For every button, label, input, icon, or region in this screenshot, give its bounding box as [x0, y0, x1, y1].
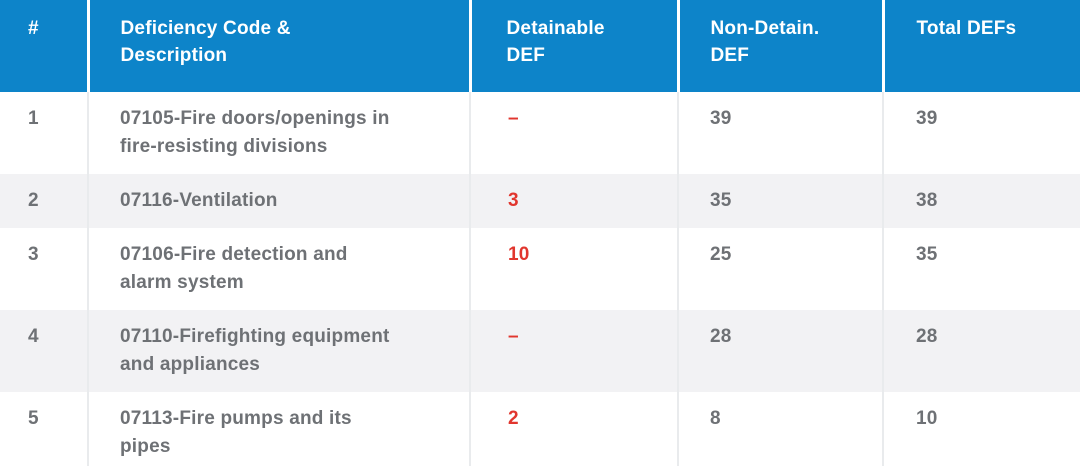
description-cell: 07113-Fire pumps and its pipes: [87, 392, 470, 466]
detainable-cell: –: [469, 92, 678, 174]
total-cell: 10: [882, 392, 1080, 466]
non-detain-cell: 39: [677, 92, 883, 174]
table-row: 2 07116-Ventilation 3 35 38: [0, 174, 1080, 228]
total-cell: 28: [882, 310, 1080, 392]
description-text: 07116-Ventilation: [120, 190, 278, 211]
row-number-cell: 5: [28, 408, 39, 429]
detainable-cell: 3: [469, 174, 678, 228]
description-cell: 07116-Ventilation: [87, 174, 470, 228]
row-number-cell: 4: [28, 326, 39, 347]
description-cell: 07110-Firefighting equipment and applian…: [87, 310, 470, 392]
column-header-number: #: [0, 0, 88, 92]
detainable-cell: 10: [469, 228, 678, 310]
row-number-cell: 1: [28, 108, 39, 129]
total-cell: 35: [882, 228, 1080, 310]
column-header-total: Total DEFs: [881, 0, 1080, 92]
description-text: 07110-Firefighting equipment and applian…: [120, 326, 390, 375]
non-detain-cell: 35: [677, 174, 883, 228]
row-number-cell: 3: [28, 244, 39, 265]
column-header-description: Deficiency Code & Description: [86, 0, 470, 92]
table-header: # Deficiency Code & Description Detainab…: [0, 0, 1080, 92]
total-cell: 39: [882, 92, 1080, 174]
table-row: 4 07110-Firefighting equipment and appli…: [0, 310, 1080, 392]
description-text: 07113-Fire pumps and its pipes: [120, 408, 352, 457]
column-header-detainable: Detainable DEF: [468, 0, 678, 92]
table-row: 5 07113-Fire pumps and its pipes 2 8 10: [0, 392, 1080, 466]
row-number-cell: 2: [28, 190, 39, 211]
non-detain-cell: 8: [677, 392, 883, 466]
header-row: # Deficiency Code & Description Detainab…: [0, 0, 1080, 92]
non-detain-cell: 28: [677, 310, 883, 392]
description-text: 07105-Fire doors/openings in fire-resist…: [120, 108, 390, 157]
detainable-cell: 2: [469, 392, 678, 466]
detainable-cell: –: [469, 310, 678, 392]
description-text: 07106-Fire detection and alarm system: [120, 244, 348, 293]
description-cell: 07106-Fire detection and alarm system: [87, 228, 470, 310]
total-cell: 38: [882, 174, 1080, 228]
description-cell: 07105-Fire doors/openings in fire-resist…: [87, 92, 470, 174]
table-body: 1 07105-Fire doors/openings in fire-resi…: [0, 92, 1080, 466]
table-row: 3 07106-Fire detection and alarm system …: [0, 228, 1080, 310]
column-header-non-detain: Non-Detain. DEF: [676, 0, 883, 92]
non-detain-cell: 25: [677, 228, 883, 310]
table-row: 1 07105-Fire doors/openings in fire-resi…: [0, 92, 1080, 174]
